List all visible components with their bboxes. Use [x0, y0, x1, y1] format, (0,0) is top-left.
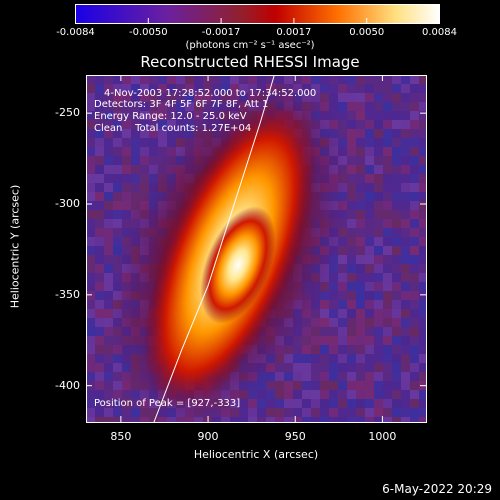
annotation-time: 4-Nov-2003 17:28:52.000 to 17:34:52.000: [104, 88, 317, 99]
x-tick-label: 1000: [368, 430, 397, 443]
annotation-energy: Energy Range: 12.0 - 25.0 keV: [94, 111, 247, 122]
colorbar-tick-label: 0.0084: [422, 27, 457, 38]
plot-frame: [86, 75, 427, 423]
colorbar-tick-label: -0.0017: [201, 27, 241, 38]
colorbar-tick-label: 0.0017: [276, 27, 312, 38]
x-tick-label: 900: [197, 430, 219, 443]
peak-label: Position of Peak = [927,-333]: [94, 398, 241, 409]
annotation-clean: Clean Total counts: 1.27E+04: [94, 123, 252, 134]
y-tick-label: -250: [55, 106, 80, 120]
colorbar-unit: (photons cm⁻² s⁻¹ asec⁻²): [185, 40, 315, 51]
colorbar-tick-label: 0.0050: [349, 27, 385, 38]
solar-limb-curve: [153, 75, 275, 422]
colorbar-tick-label: -0.0050: [128, 27, 168, 38]
annotation-detectors: Detectors: 3F 4F 5F 6F 7F 8F, Att 1: [94, 99, 269, 110]
y-axis-label: Heliocentric Y (arcsec): [8, 184, 22, 309]
footer-timestamp: 6-May-2022 20:29: [382, 482, 492, 496]
y-tick-label: -400: [55, 378, 80, 392]
x-axis-label: Heliocentric X (arcsec): [193, 448, 319, 461]
chart-title: Reconstructed RHESSI Image: [140, 53, 360, 71]
x-tick-label: 850: [110, 430, 132, 443]
y-tick-label: -300: [55, 196, 80, 210]
colorbar: [75, 4, 440, 24]
y-tick-label: -350: [55, 287, 80, 301]
colorbar-tick-label: -0.0084: [56, 27, 95, 38]
x-tick-label: 950: [284, 430, 306, 443]
